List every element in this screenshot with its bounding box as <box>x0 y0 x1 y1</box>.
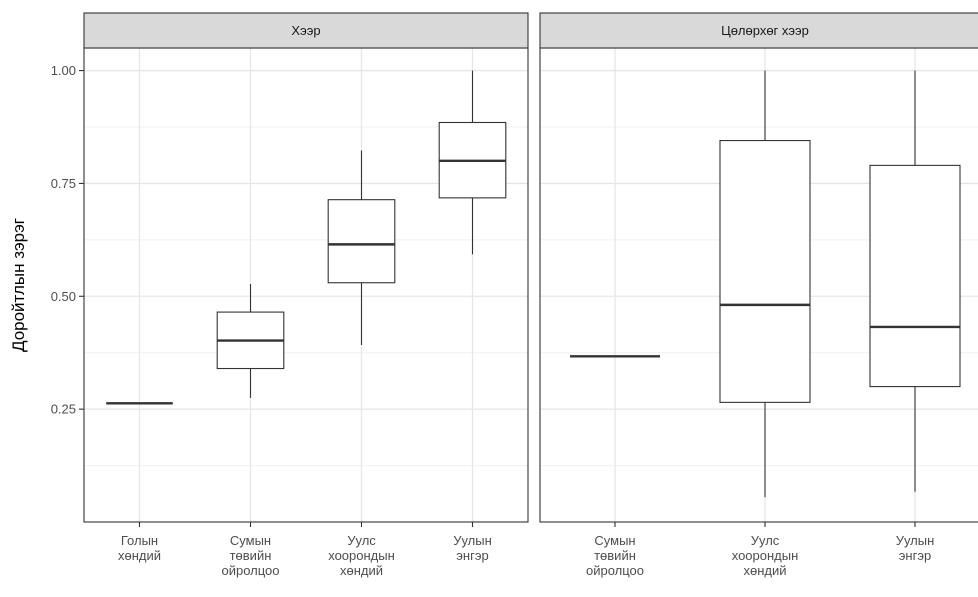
x-tick-label: Уулс <box>751 533 780 548</box>
y-tick-label: 0.50 <box>51 289 76 304</box>
box-iqr <box>719 139 811 403</box>
x-tick-label: Уулын <box>896 533 935 548</box>
strip-background <box>539 12 978 49</box>
x-tick-label: Сумын <box>230 533 271 548</box>
y-tick-label: 0.75 <box>51 176 76 191</box>
strip-label: Цөлөрхөг хээр <box>721 23 809 38</box>
x-tick-label: энгэр <box>456 548 488 563</box>
x-tick-label: хөндий <box>340 563 383 578</box>
box-iqr <box>327 199 396 284</box>
x-tick-label: Сумын <box>594 533 635 548</box>
y-tick-label: 0.25 <box>51 402 76 417</box>
x-tick-label: төвийн <box>594 548 636 563</box>
strip-background <box>83 12 529 49</box>
x-tick-label: хөндий <box>118 548 161 563</box>
x-tick-label: ойролцоо <box>586 563 644 578</box>
panel-background <box>84 48 528 522</box>
x-tick-label: Уулс <box>347 533 376 548</box>
x-tick-label: төвийн <box>230 548 272 563</box>
y-axis-title: Доройтлын зэрэг <box>9 218 28 352</box>
x-tick-label: Уулын <box>453 533 492 548</box>
box-iqr <box>869 164 961 388</box>
strip-label: Хээр <box>291 23 320 38</box>
y-tick-label: 1.00 <box>51 63 76 78</box>
x-tick-label: Голын <box>121 533 158 548</box>
x-tick-label: хөндий <box>743 563 786 578</box>
x-tick-label: хоорондын <box>732 548 799 563</box>
x-tick-label: энгэр <box>899 548 931 563</box>
x-tick-label: хоорондын <box>328 548 395 563</box>
x-tick-label: ойролцоо <box>221 563 279 578</box>
